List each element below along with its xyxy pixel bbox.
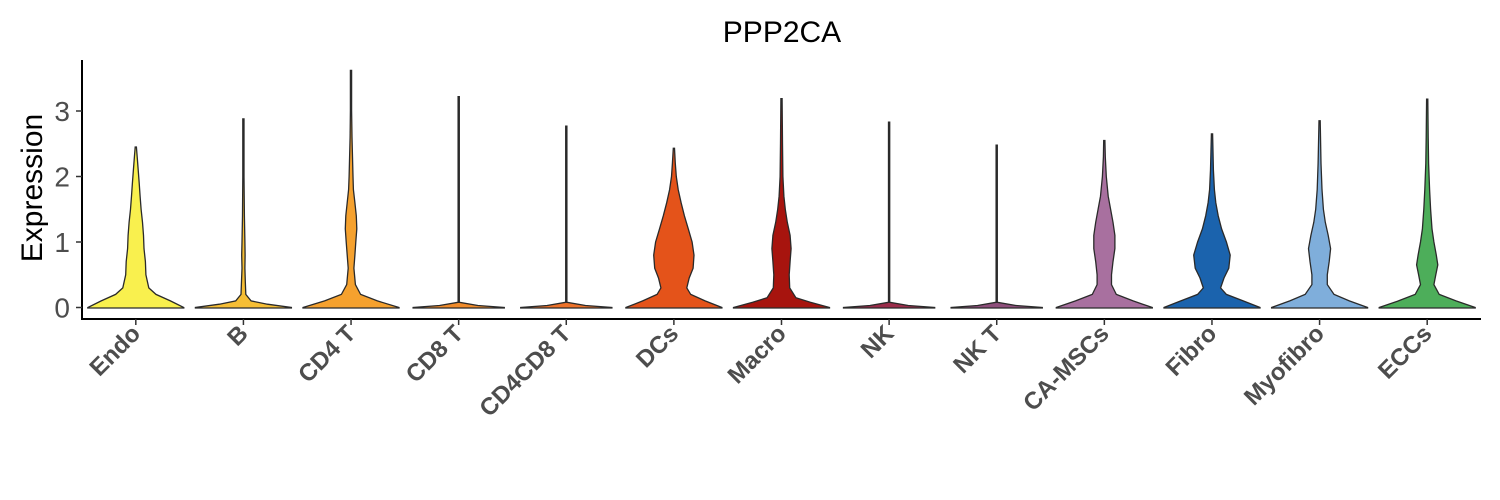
- violin-body: [1163, 133, 1261, 309]
- violin-body: [732, 97, 831, 309]
- y-tick-label: 0: [54, 293, 70, 324]
- violin-ca-mscs: [1055, 139, 1153, 309]
- x-tick-label: ECCs: [1373, 320, 1437, 384]
- x-tick-label: Fibro: [1161, 320, 1223, 382]
- violin-body: [1055, 139, 1153, 309]
- violin-endo: [87, 146, 185, 309]
- chart-title: PPP2CA: [723, 16, 841, 49]
- violin-cd4-t: [302, 69, 400, 309]
- violin-cd4cd8-t: [520, 125, 613, 309]
- x-tick-label: B: [222, 320, 253, 351]
- violin-body: [625, 147, 723, 309]
- x-tick-label: CD8 T: [401, 320, 469, 388]
- x-tick-label: CD4CD8 T: [474, 320, 576, 422]
- x-tick-label: Endo: [85, 320, 147, 382]
- x-tick-label: DCs: [631, 320, 684, 373]
- violin-macro: [732, 97, 831, 309]
- x-axis-ticks: Endo B CD4 T CD8 T CD4CD8 T DCs Macro NK NK T CA-…: [85, 319, 1437, 422]
- violin-eccs: [1378, 98, 1476, 309]
- violin-myofibro: [1270, 120, 1369, 309]
- violin-body: [520, 125, 613, 309]
- x-tick-label: CA-MSCs: [1018, 320, 1114, 416]
- violin-body: [194, 118, 293, 309]
- x-tick-label: Myofibro: [1239, 320, 1330, 411]
- violin-dcs: [625, 147, 723, 309]
- plot-area: [87, 69, 1476, 309]
- violin-cd8-t: [412, 95, 505, 309]
- violin-fibro: [1163, 133, 1261, 309]
- y-axis-ticks: 0 1 2 3: [54, 96, 82, 324]
- violin-body: [87, 146, 185, 309]
- violin-body: [950, 144, 1043, 309]
- y-tick-label: 1: [54, 227, 70, 258]
- violin-body: [1378, 98, 1476, 309]
- violin-b: [194, 118, 293, 309]
- violin-nk-t: [950, 144, 1043, 309]
- y-tick-label: 2: [54, 162, 70, 193]
- x-tick-label: NK: [856, 320, 900, 364]
- violin-nk: [842, 121, 936, 309]
- violin-body: [842, 121, 936, 309]
- violin-body: [412, 95, 505, 309]
- y-axis-label: Expression: [16, 114, 49, 262]
- violin-body: [1270, 120, 1369, 309]
- violin-body: [302, 69, 400, 309]
- x-tick-label: CD4 T: [293, 320, 361, 388]
- x-tick-label: NK T: [948, 320, 1007, 379]
- x-tick-label: Macro: [723, 320, 792, 389]
- y-tick-label: 3: [54, 96, 70, 127]
